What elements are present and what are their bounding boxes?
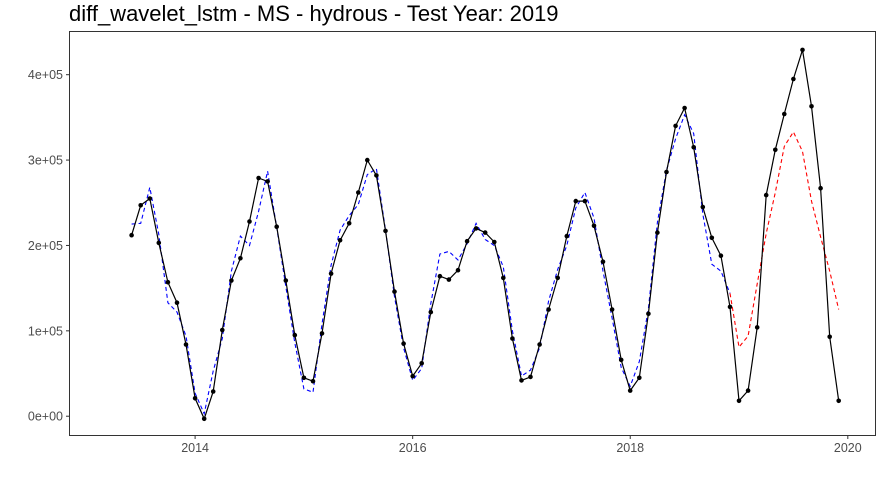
observed-data-point bbox=[618, 357, 624, 363]
series-layer bbox=[129, 47, 841, 422]
observed-data-point bbox=[519, 378, 524, 383]
x-axis: 2014 2016 2018 2020 bbox=[181, 435, 862, 455]
observed-data-point bbox=[156, 240, 162, 246]
observed-data-point bbox=[383, 228, 388, 234]
observed-data-point bbox=[691, 145, 696, 150]
observed-data-point bbox=[419, 361, 425, 366]
observed-data-point bbox=[201, 416, 207, 422]
observed-data-point bbox=[319, 331, 325, 336]
observed-data-point bbox=[147, 196, 153, 201]
observed-data-point bbox=[410, 373, 416, 379]
observed-data-point bbox=[283, 278, 289, 283]
observed-data-point bbox=[637, 375, 642, 381]
observed-data-point bbox=[473, 226, 479, 231]
chart-title: diff_wavelet_lstm - MS - hydrous - Test … bbox=[69, 1, 559, 26]
observed-data-point bbox=[655, 230, 660, 235]
observed-data-point bbox=[709, 235, 715, 241]
observed-data-point bbox=[492, 239, 497, 245]
observed-data-point bbox=[818, 185, 823, 191]
y-tick-label: 0e+00 bbox=[28, 410, 63, 424]
observed-data-point bbox=[791, 76, 796, 82]
observed-data-point bbox=[609, 307, 615, 312]
observed-data-point bbox=[138, 203, 143, 208]
observed-data-point bbox=[555, 275, 560, 281]
observed-data-point bbox=[192, 396, 198, 401]
observed-data-point bbox=[482, 230, 488, 235]
x-tick-label: 2016 bbox=[399, 441, 427, 455]
observed-data-point bbox=[582, 198, 588, 204]
x-tick-label: 2018 bbox=[616, 441, 644, 455]
observed-data-point bbox=[401, 341, 406, 346]
observed-data-point bbox=[773, 147, 778, 153]
observed-data-point bbox=[310, 378, 316, 384]
fitted-series-line bbox=[131, 113, 731, 416]
y-tick-label: 2e+05 bbox=[28, 239, 63, 253]
observed-data-point bbox=[600, 259, 606, 265]
observed-data-point bbox=[365, 157, 370, 163]
observed-data-point bbox=[591, 223, 597, 229]
observed-data-point bbox=[446, 277, 452, 282]
observed-data-point bbox=[392, 289, 397, 294]
x-tick-label: 2020 bbox=[834, 441, 862, 455]
observed-data-point bbox=[664, 169, 669, 175]
plot-panel-border bbox=[69, 31, 876, 436]
observed-data-point bbox=[827, 334, 832, 340]
observed-data-point bbox=[229, 278, 234, 283]
observed-data-point bbox=[537, 342, 542, 347]
observed-data-point bbox=[546, 307, 551, 312]
observed-data-point bbox=[210, 389, 216, 394]
observed-data-point bbox=[247, 219, 252, 224]
observed-data-point bbox=[464, 238, 470, 244]
observed-data-point bbox=[374, 173, 379, 178]
observed-data-point bbox=[564, 233, 570, 239]
observed-data-point bbox=[455, 267, 461, 273]
observed-data-point bbox=[437, 273, 443, 279]
observed-data-point bbox=[274, 224, 280, 229]
y-tick-label: 3e+05 bbox=[28, 154, 63, 168]
observed-data-point bbox=[836, 398, 841, 404]
observed-data-point bbox=[736, 398, 742, 404]
y-tick-label: 4e+05 bbox=[28, 68, 63, 82]
observed-data-point bbox=[510, 336, 515, 341]
y-axis: 0e+00 1e+05 2e+05 3e+05 4e+05 bbox=[28, 68, 70, 424]
observed-data-point bbox=[328, 271, 334, 276]
observed-data-point bbox=[627, 388, 633, 393]
observed-data-point bbox=[782, 111, 787, 117]
observed-data-point bbox=[809, 104, 814, 109]
observed-data-point bbox=[256, 175, 261, 181]
observed-data-point bbox=[763, 192, 769, 198]
observed-data-point bbox=[528, 374, 533, 380]
observed-data-point bbox=[718, 253, 724, 258]
observed-data-point bbox=[673, 123, 678, 129]
observed-data-point bbox=[501, 275, 506, 281]
observed-data-point bbox=[238, 255, 243, 261]
observed-data-point bbox=[337, 238, 343, 243]
x-tick-label: 2014 bbox=[181, 441, 209, 455]
observed-data-point bbox=[165, 279, 171, 285]
observed-data-point bbox=[174, 300, 180, 306]
observed-data-point bbox=[301, 375, 307, 381]
observed-data-point bbox=[682, 105, 687, 111]
observed-data-point bbox=[745, 388, 751, 393]
y-tick-label: 1e+05 bbox=[28, 324, 63, 338]
observed-data-point bbox=[727, 304, 733, 310]
observed-data-point bbox=[573, 198, 579, 204]
observed-data-point bbox=[356, 190, 361, 195]
observed-data-point bbox=[428, 309, 434, 315]
observed-data-point bbox=[646, 311, 651, 317]
observed-data-point bbox=[754, 325, 760, 330]
observed-data-point bbox=[292, 332, 298, 338]
forecast-series-line bbox=[729, 130, 840, 349]
observed-data-point bbox=[346, 221, 352, 226]
observed-data-point bbox=[700, 204, 706, 210]
observed-data-point bbox=[800, 47, 805, 53]
observed-data-point bbox=[265, 179, 270, 184]
observed-data-point bbox=[220, 327, 225, 333]
observed-data-point bbox=[129, 232, 134, 238]
observed-data-point bbox=[183, 342, 189, 347]
